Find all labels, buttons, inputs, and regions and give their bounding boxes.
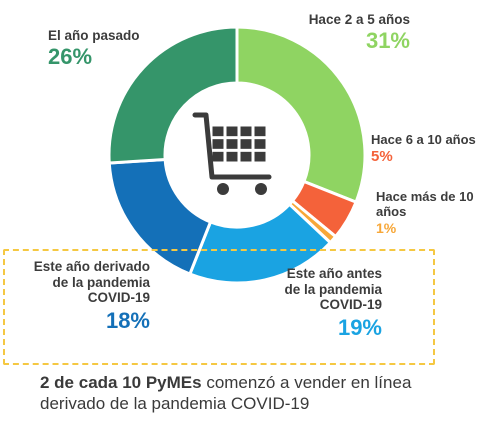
highlight-box bbox=[3, 249, 435, 365]
donut-slice-0 bbox=[235, 25, 367, 205]
label-el-ano-pasado-text: El año pasado bbox=[48, 28, 140, 43]
donut-slice-5 bbox=[107, 25, 239, 165]
footnote-rest: comenzó a vender en línea bbox=[201, 373, 412, 392]
label-antes-line1: Este año antes bbox=[286, 266, 382, 281]
label-el-ano-pasado: El año pasado 26% bbox=[48, 28, 140, 69]
footnote: 2 de cada 10 PyMEs comenzó a vender en l… bbox=[40, 372, 470, 415]
label-antes-line2: de la pandemia bbox=[284, 281, 382, 297]
label-hace-mas-10-line2: años bbox=[376, 203, 407, 219]
label-antes: Este año antes de la pandemia COVID-19 1… bbox=[284, 266, 382, 340]
value-el-ano-pasado: 26% bbox=[48, 43, 93, 69]
value-hace-mas-10: 1% bbox=[376, 219, 397, 236]
shopping-cart-icon bbox=[192, 112, 272, 195]
value-antes: 19% bbox=[337, 314, 382, 340]
label-derivado-line2: de la pandemia bbox=[52, 274, 150, 290]
label-hace-2-5: Hace 2 a 5 años 31% bbox=[309, 12, 410, 53]
value-derivado: 18% bbox=[105, 307, 150, 333]
label-derivado-line3: COVID-19 bbox=[87, 290, 150, 306]
label-derivado: Este año derivado de la pandemia COVID-1… bbox=[34, 259, 150, 333]
label-hace-6-10-text: Hace 6 a 10 años bbox=[371, 132, 476, 147]
footnote-bold: 2 de cada 10 PyMEs bbox=[40, 373, 202, 392]
value-hace-6-10: 5% bbox=[371, 147, 393, 165]
label-hace-mas-10: Hace más de 10 años 1% bbox=[376, 189, 474, 236]
label-derivado-line1: Este año derivado bbox=[33, 259, 150, 274]
label-hace-6-10: Hace 6 a 10 años 5% bbox=[371, 132, 476, 165]
label-hace-2-5-text: Hace 2 a 5 años bbox=[308, 12, 410, 27]
footnote-line2: derivado de la pandemia COVID-19 bbox=[40, 394, 310, 414]
label-hace-mas-10-line1: Hace más de 10 bbox=[376, 189, 474, 204]
footnote-line1: 2 de cada 10 PyMEs comenzó a vender en l… bbox=[40, 372, 470, 393]
value-hace-2-5: 31% bbox=[365, 27, 410, 53]
label-antes-line3: COVID-19 bbox=[319, 297, 382, 313]
